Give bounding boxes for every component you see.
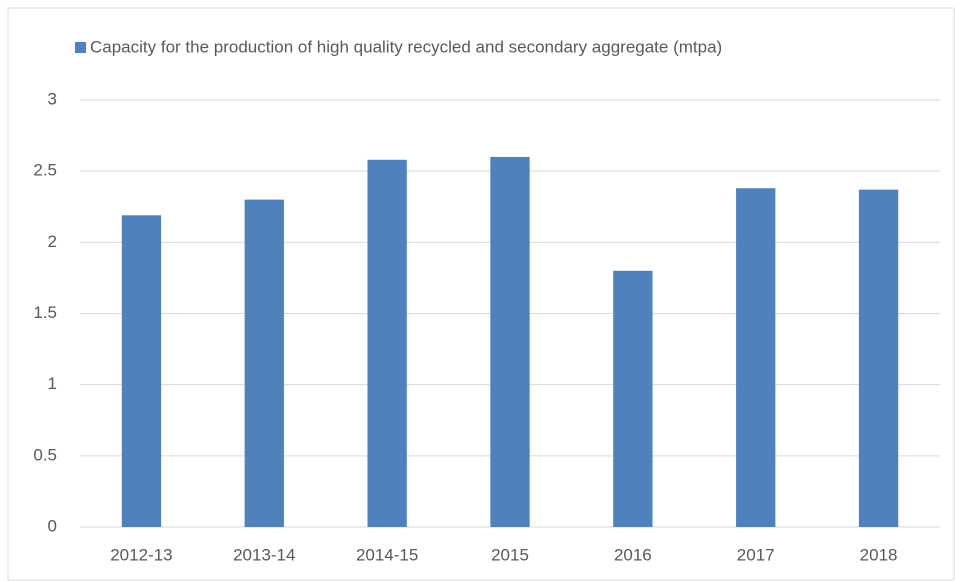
bar	[736, 188, 776, 527]
x-tick-label: 2012-13	[110, 545, 172, 564]
y-tick-label: 0	[48, 516, 57, 535]
y-tick-label: 1	[48, 374, 57, 393]
x-tick-label: 2014-15	[356, 545, 418, 564]
bar	[613, 270, 653, 527]
y-tick-label: 2	[48, 232, 57, 251]
y-tick-label: 0.5	[33, 445, 57, 464]
chart-border	[7, 7, 955, 581]
bar	[367, 159, 407, 527]
bar	[244, 199, 284, 527]
bar	[858, 189, 899, 528]
x-tick-label: 2015	[491, 545, 529, 564]
legend-label: Capacity for the production of high qual…	[90, 37, 722, 56]
bar	[121, 215, 162, 528]
x-tick-label: 2018	[860, 545, 898, 564]
y-tick-label: 1.5	[33, 303, 57, 322]
x-tick-label: 2016	[614, 545, 652, 564]
y-tick-label: 3	[48, 89, 57, 108]
x-tick-label: 2013-14	[233, 545, 295, 564]
y-tick-label: 2.5	[33, 161, 57, 180]
legend-swatch	[75, 42, 86, 53]
bar	[490, 156, 530, 527]
x-tick-label: 2017	[737, 545, 775, 564]
